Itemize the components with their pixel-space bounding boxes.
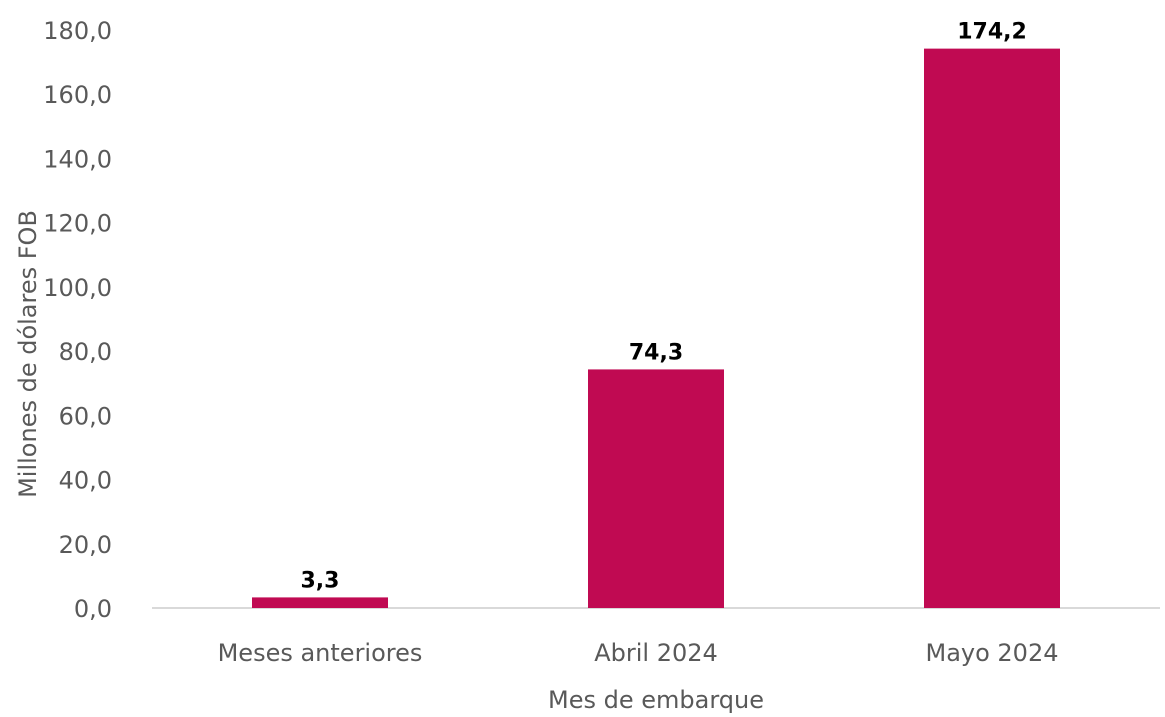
x-tick-label: Meses anteriores (218, 639, 423, 667)
y-tick-label: 80,0 (59, 338, 112, 366)
y-tick-label: 120,0 (43, 210, 112, 238)
x-axis-title: Mes de embarque (548, 686, 764, 714)
data-label: 74,3 (629, 340, 683, 365)
bar-1 (252, 597, 388, 608)
y-axis-ticks: 0,0 20,0 40,0 60,0 80,0 100,0 120,0 140,0 160,0 1… (43, 17, 112, 623)
y-tick-label: 160,0 (43, 81, 112, 109)
y-tick-label: 180,0 (43, 17, 112, 45)
bar-2 (588, 369, 724, 608)
data-label: 3,3 (301, 568, 340, 593)
bar-3 (924, 48, 1060, 608)
y-tick-label: 100,0 (43, 274, 112, 302)
bars (252, 48, 1060, 608)
y-tick-label: 0,0 (74, 595, 112, 623)
x-tick-label: Mayo 2024 (925, 639, 1058, 667)
data-labels: 3,3 74,3 174,2 (301, 20, 1027, 594)
y-tick-label: 60,0 (59, 402, 112, 430)
x-axis-ticks: Meses anteriores Abril 2024 Mayo 2024 (218, 639, 1059, 667)
data-label: 174,2 (957, 20, 1027, 45)
y-tick-label: 20,0 (59, 531, 112, 559)
x-tick-label: Abril 2024 (594, 639, 718, 667)
y-tick-label: 40,0 (59, 467, 112, 495)
y-tick-label: 140,0 (43, 145, 112, 173)
y-axis-title: Millones de dólares FOB (14, 210, 42, 498)
